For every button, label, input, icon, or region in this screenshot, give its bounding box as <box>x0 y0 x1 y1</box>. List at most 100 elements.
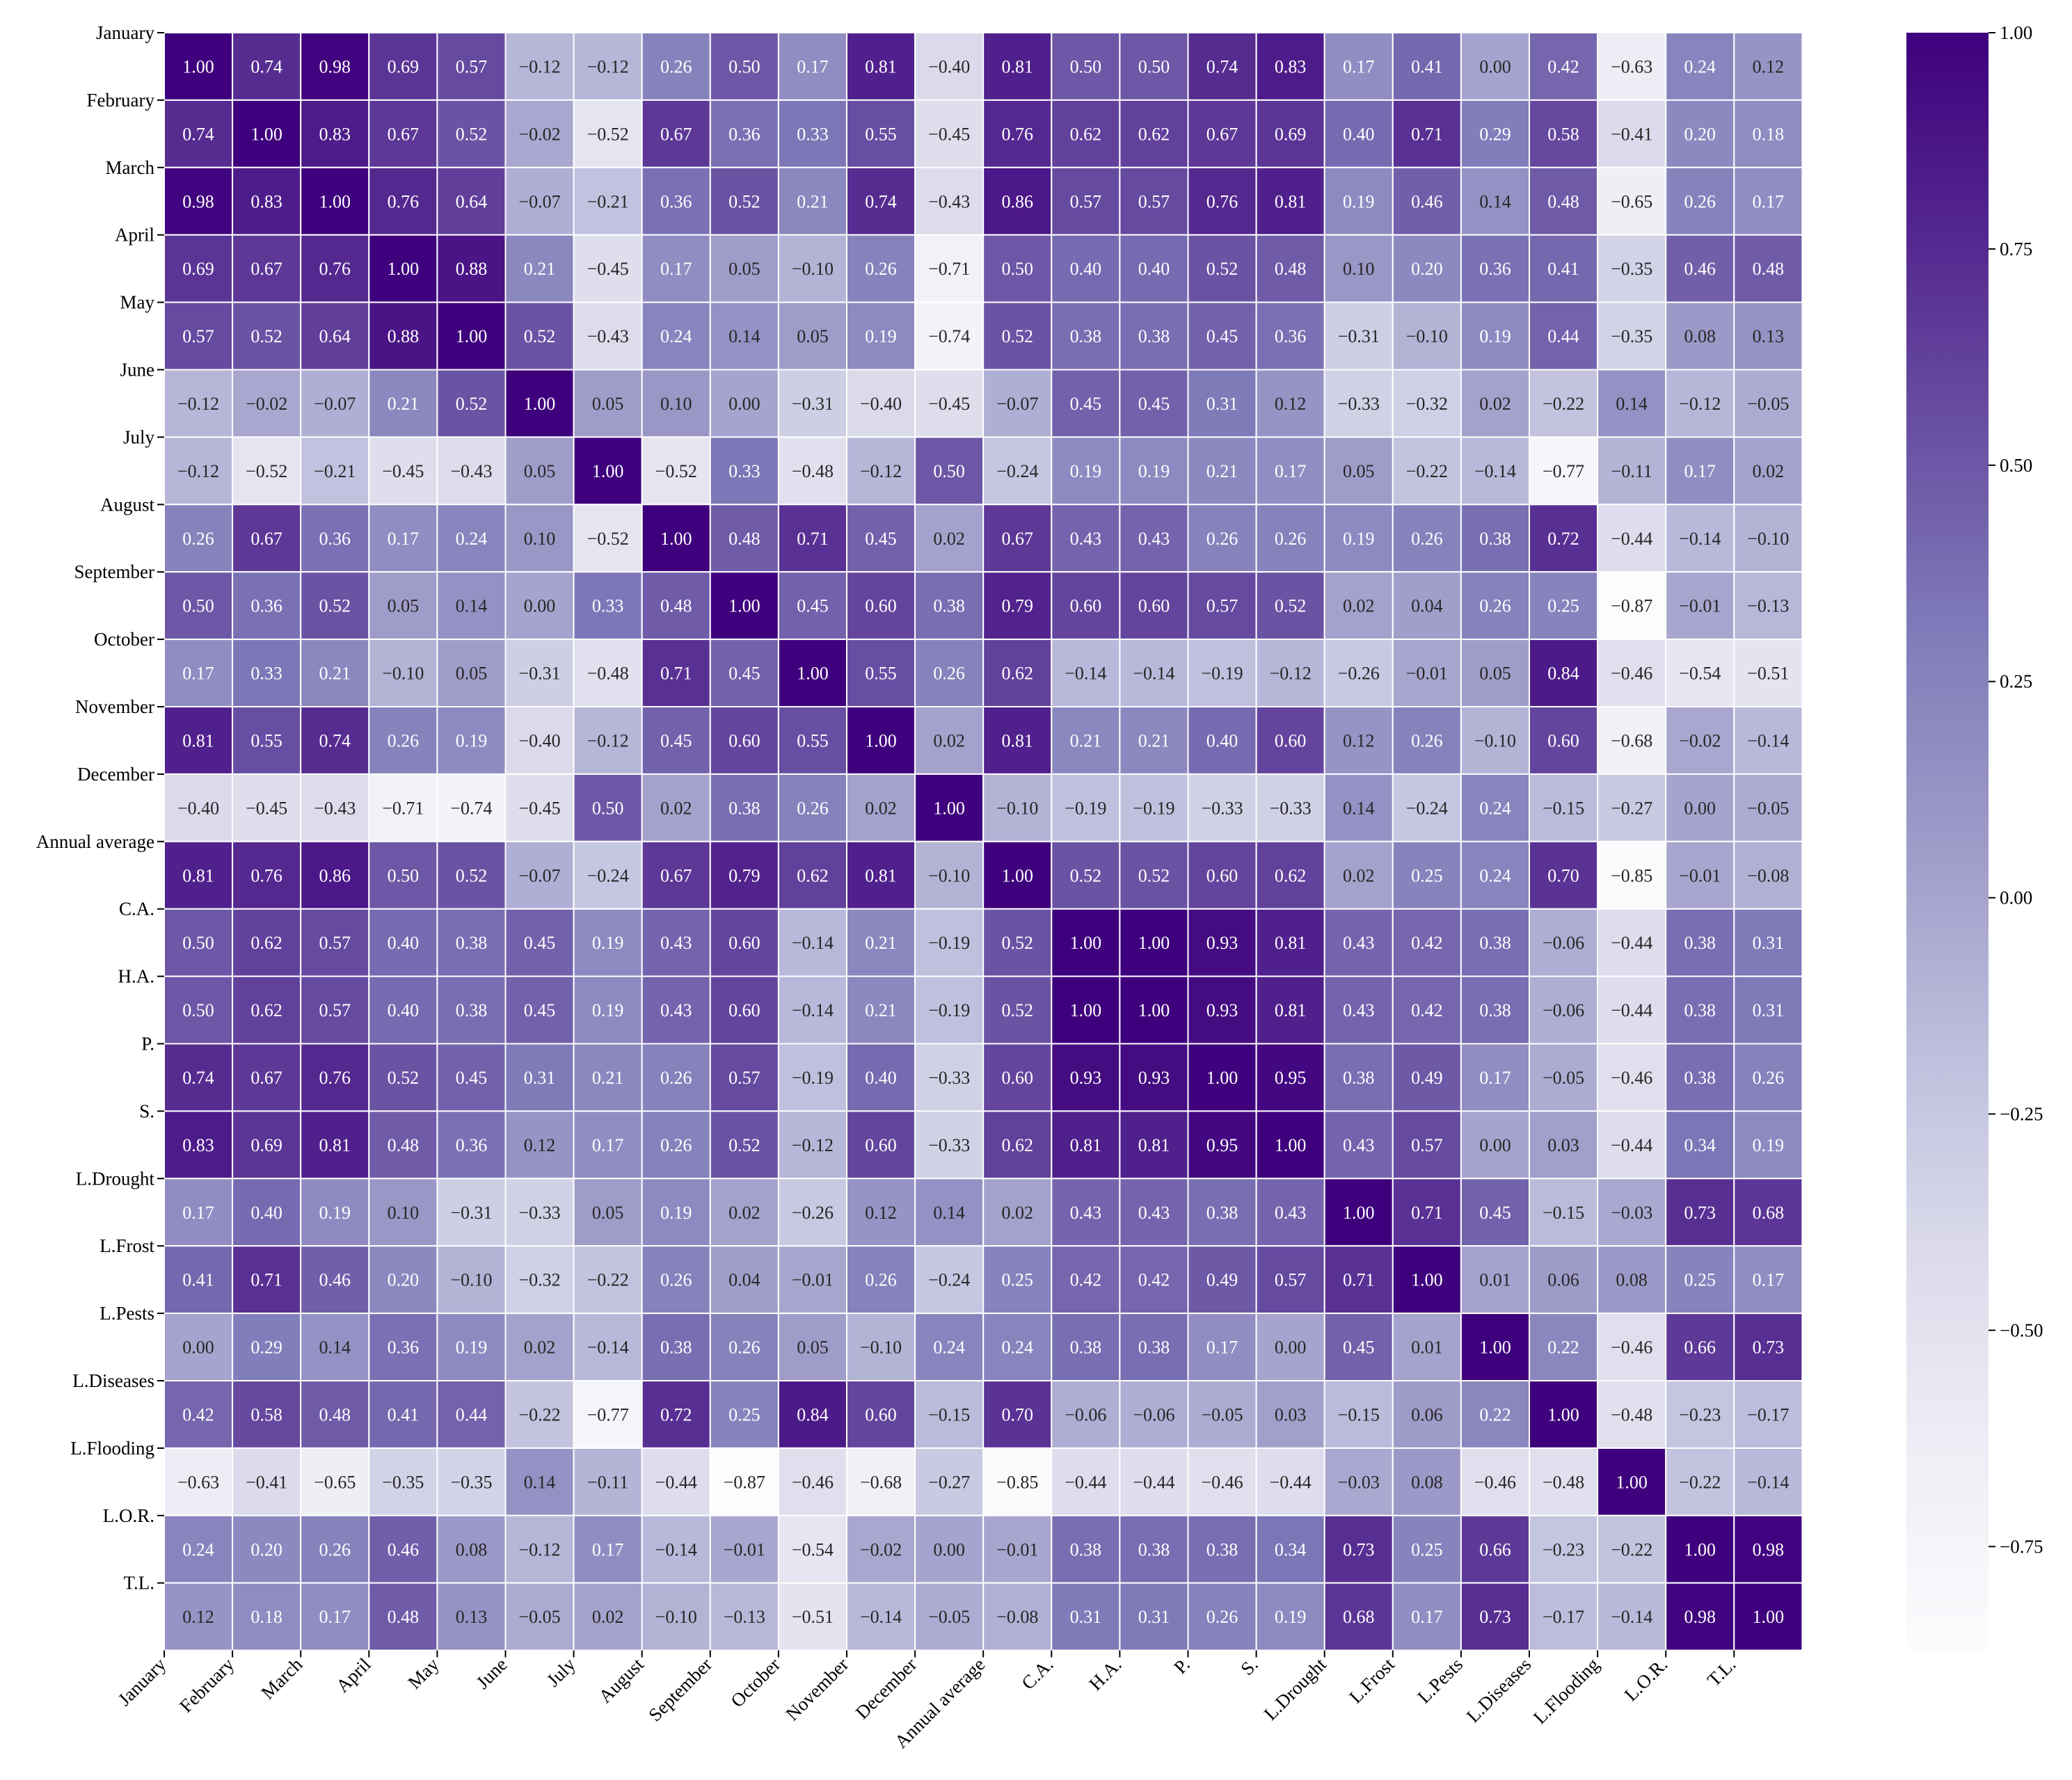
heatmap-cell-value: −0.12 <box>587 730 629 751</box>
heatmap-cell-value: 0.21 <box>797 191 829 211</box>
heatmap-cell <box>1529 1514 1599 1584</box>
heatmap-cell-value: 0.93 <box>1206 933 1238 953</box>
heatmap-cell-value: 0.81 <box>1138 1135 1170 1155</box>
heatmap-cell-value: 0.38 <box>1684 1000 1716 1020</box>
heatmap-cell-value: 0.36 <box>1275 326 1307 346</box>
heatmap-cell <box>641 301 711 371</box>
heatmap-cell-value: 0.26 <box>388 730 420 751</box>
heatmap-cell-value: −0.06 <box>1543 1000 1584 1020</box>
heatmap-cell-value: −0.19 <box>928 933 970 953</box>
heatmap-cell-value: 0.83 <box>250 191 282 211</box>
heatmap-cell <box>1733 1380 1803 1449</box>
heatmap-cell-value: 0.52 <box>1138 865 1170 885</box>
heatmap-cell-value: 0.13 <box>456 1607 488 1627</box>
heatmap-cell-value: −0.07 <box>996 394 1038 414</box>
heatmap-cell <box>1529 1110 1599 1180</box>
heatmap-cell <box>1460 1110 1530 1180</box>
heatmap-cell <box>1323 975 1394 1045</box>
heatmap-cell <box>164 32 234 101</box>
heatmap-cell-value: 0.18 <box>1753 124 1785 144</box>
heatmap-cell-value: −0.14 <box>1474 461 1516 481</box>
heatmap-cell <box>436 639 507 707</box>
heatmap-cell <box>1733 975 1803 1045</box>
heatmap-cell-value: 0.86 <box>1002 191 1034 211</box>
heatmap-cell-value: −0.22 <box>1543 394 1584 414</box>
heatmap-cell-value: −0.14 <box>860 1607 902 1627</box>
heatmap-cell-value: 0.38 <box>1479 1000 1511 1020</box>
heatmap-cell-value: 0.68 <box>1343 1607 1375 1627</box>
heatmap-cell-value: 0.42 <box>1411 1000 1443 1020</box>
heatmap-cell <box>914 301 985 371</box>
heatmap-cell-value: −0.40 <box>518 730 560 751</box>
heatmap-cell-value: 0.02 <box>933 529 965 549</box>
heatmap-cell <box>1460 504 1530 573</box>
y-tick-label: L.Drought <box>76 1168 155 1189</box>
heatmap-cell-value: −0.12 <box>1679 394 1721 414</box>
heatmap-cell <box>914 1110 985 1180</box>
heatmap-cell-value: 0.76 <box>319 1068 351 1088</box>
heatmap-cell <box>914 99 985 168</box>
heatmap-cell-value: 0.14 <box>728 326 760 346</box>
heatmap-cell <box>1597 99 1667 168</box>
heatmap-cell <box>1392 706 1462 775</box>
heatmap-cell-value: −0.45 <box>518 798 560 818</box>
heatmap-cell-value: 0.52 <box>319 596 351 616</box>
heatmap-cell-value: 0.21 <box>592 1068 624 1088</box>
heatmap-cell-value: 1.00 <box>1479 1338 1511 1358</box>
heatmap-cell-value: 0.31 <box>1070 1607 1102 1627</box>
heatmap-cell <box>368 1380 438 1449</box>
y-tick-label: August <box>100 494 155 515</box>
heatmap-cell-value: 0.00 <box>728 394 760 414</box>
heatmap-cell-value: 0.69 <box>388 56 420 77</box>
heatmap-cell-value: 0.55 <box>865 124 897 144</box>
heatmap-cell-value: 0.73 <box>1343 1539 1375 1559</box>
heatmap-cell-value: 0.36 <box>388 1338 420 1358</box>
heatmap-cell-value: −0.85 <box>996 1472 1038 1492</box>
heatmap-cell <box>846 908 916 977</box>
heatmap-cell-value: 0.74 <box>319 730 351 751</box>
heatmap-cell <box>1187 1245 1257 1315</box>
heatmap-cell-value: 1.00 <box>319 191 351 211</box>
heatmap-cell-value: −0.05 <box>1747 394 1789 414</box>
heatmap-cell-value: −0.11 <box>1611 461 1652 481</box>
heatmap-cell <box>982 1110 1053 1180</box>
heatmap-cell-value: 0.50 <box>182 596 214 616</box>
heatmap-cell-value: −0.22 <box>587 1270 629 1290</box>
heatmap-cell-value: −0.46 <box>1611 1068 1652 1088</box>
heatmap-cell-value: 0.43 <box>660 933 692 953</box>
heatmap-cell-value: 0.02 <box>1479 394 1511 414</box>
heatmap-cell-value: −0.17 <box>1747 1404 1789 1425</box>
heatmap-cell <box>1665 908 1735 977</box>
heatmap-cell <box>1460 1447 1530 1516</box>
heatmap-cell-value: 0.52 <box>1070 865 1102 885</box>
heatmap-cell-value: 0.17 <box>1753 1270 1785 1290</box>
heatmap-cell <box>1460 1043 1530 1112</box>
heatmap-cell-value: 0.38 <box>1206 1203 1238 1223</box>
heatmap-cell-value: −0.51 <box>792 1607 834 1627</box>
heatmap-cell-value: −0.40 <box>177 798 219 818</box>
heatmap-cell-value: 0.20 <box>1411 259 1443 279</box>
heatmap-cell-value: 0.05 <box>797 1338 829 1358</box>
heatmap-cell-value: 0.62 <box>1138 124 1170 144</box>
heatmap-cell-value: −0.21 <box>587 191 629 211</box>
heatmap-cell-value: −0.32 <box>518 1270 560 1290</box>
heatmap-cell <box>777 504 848 573</box>
y-tick-label: October <box>94 629 154 650</box>
heatmap-cell-value: 0.38 <box>660 1338 692 1358</box>
heatmap-cell-value: 0.52 <box>456 865 488 885</box>
heatmap-cell-value: 0.14 <box>319 1338 351 1358</box>
heatmap-cell-value: 0.38 <box>1070 326 1102 346</box>
heatmap-cell-value: −0.12 <box>177 394 219 414</box>
heatmap-cell-value: 0.67 <box>660 865 692 885</box>
heatmap-cell <box>1255 975 1325 1045</box>
heatmap-cell-value: 0.36 <box>319 529 351 549</box>
heatmap-cell-value: 0.36 <box>1479 259 1511 279</box>
x-tick-label: L.Flooding <box>1529 1654 1604 1729</box>
heatmap-cell <box>1051 1447 1121 1516</box>
heatmap-cell-value: −0.15 <box>1338 1404 1380 1425</box>
x-tick-label: P. <box>1170 1654 1193 1678</box>
heatmap-cell-value: 0.46 <box>388 1539 420 1559</box>
heatmap-cell-value: 0.40 <box>1070 259 1102 279</box>
heatmap-cell <box>1460 571 1530 641</box>
heatmap-cell <box>164 639 234 707</box>
